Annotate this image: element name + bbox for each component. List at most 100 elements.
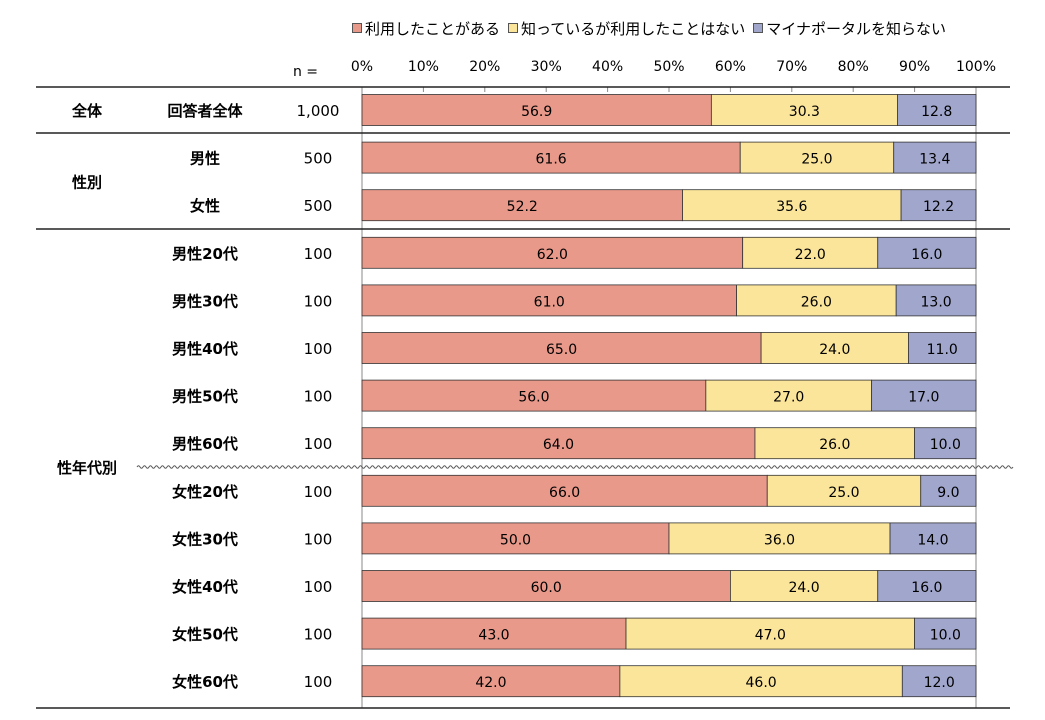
wavy-separator	[136, 465, 1014, 469]
bar-segment	[908, 332, 977, 364]
legend-label-known-not-used: 知っているが利用したことはない	[521, 19, 746, 38]
x-tick-label: 100%	[956, 59, 996, 75]
x-tick-label: 0%	[351, 59, 373, 75]
row-n-value: 100	[304, 340, 333, 358]
bar-segment	[361, 141, 741, 174]
bar-segment	[920, 474, 977, 507]
data-label: 12.2	[923, 199, 954, 215]
bar-segment	[893, 141, 977, 174]
row-n-value: 100	[304, 483, 333, 501]
row-label: 女性20代	[172, 483, 238, 501]
bar-segment	[766, 474, 922, 507]
data-label: 16.0	[911, 580, 942, 596]
bar-segment	[914, 617, 977, 650]
row-n-value: 500	[304, 197, 333, 215]
data-label: 26.0	[819, 437, 850, 453]
data-label: 14.0	[917, 532, 948, 548]
x-tick-label: 10%	[408, 59, 439, 75]
bar-segment	[705, 379, 873, 412]
chart-legend: 利用したことがある 知っているが利用したことはない マイナポータルを知らない	[352, 17, 954, 39]
x-tick-label: 60%	[715, 59, 746, 75]
row-label: 男性30代	[172, 292, 238, 310]
data-label: 46.0	[746, 675, 777, 691]
data-label: 16.0	[911, 247, 942, 263]
data-label: 65.0	[546, 342, 577, 358]
legend-item-used: 利用したことがある	[352, 18, 500, 39]
bar-segment	[361, 284, 737, 317]
data-label: 24.0	[819, 342, 850, 358]
data-label: 11.0	[927, 342, 958, 358]
bar-segment	[871, 379, 977, 412]
legend-swatch-used	[352, 23, 362, 33]
data-label: 52.2	[507, 199, 538, 215]
bar-segment	[742, 236, 879, 269]
row-n-value: 1,000	[297, 102, 340, 120]
x-tick-label: 40%	[592, 59, 623, 75]
data-label: 12.8	[921, 104, 952, 120]
bar-segment	[668, 522, 891, 555]
group-label: 性別	[72, 173, 102, 191]
row-label: 男性	[190, 150, 220, 168]
data-label: 12.0	[924, 675, 955, 691]
data-label: 25.0	[801, 152, 832, 168]
data-label: 26.0	[801, 294, 832, 310]
row-label: 女性	[190, 197, 220, 215]
x-tick-label: 80%	[838, 59, 869, 75]
bar-segment	[361, 570, 731, 602]
n-header: n =	[293, 64, 318, 80]
bar-segment	[914, 427, 977, 460]
data-label: 56.9	[521, 104, 552, 120]
data-label: 61.6	[536, 152, 567, 168]
data-label: 62.0	[537, 247, 568, 263]
bar-segment	[361, 427, 756, 460]
bar-segment	[901, 665, 977, 698]
legend-label-unknown: マイナポータルを知らない	[766, 19, 946, 38]
data-label: 10.0	[930, 437, 961, 453]
row-label: 女性50代	[172, 626, 238, 644]
legend-swatch-unknown	[753, 23, 764, 33]
data-label: 22.0	[795, 247, 826, 263]
bar-segment	[877, 570, 977, 602]
bar-segment	[739, 141, 895, 174]
bar-segment	[877, 236, 977, 269]
row-n-value: 100	[304, 435, 333, 453]
data-label: 13.0	[921, 294, 952, 310]
data-label: 47.0	[755, 628, 786, 644]
bar-segment	[730, 570, 879, 602]
data-label: 50.0	[500, 532, 531, 548]
row-label: 女性30代	[172, 530, 238, 548]
row-label: 女性60代	[172, 673, 238, 691]
row-label: 男性20代	[172, 245, 238, 263]
bar-segment	[361, 189, 683, 222]
data-label: 17.0	[908, 390, 939, 406]
data-label: 42.0	[475, 675, 506, 691]
bar-segment	[361, 617, 627, 650]
x-tick-label: 90%	[899, 59, 930, 75]
data-label: 10.0	[930, 628, 961, 644]
x-tick-label: 30%	[531, 59, 562, 75]
data-label: 24.0	[788, 580, 819, 596]
bar-segment	[900, 189, 977, 222]
bar-segment	[361, 522, 670, 555]
legend-label-used: 利用したことがある	[365, 19, 501, 38]
legend-item-known-not-used: 知っているが利用したことはない	[508, 18, 745, 39]
row-n-value: 500	[304, 150, 333, 168]
group-label: 全体	[71, 102, 103, 120]
x-tick-label: 20%	[469, 59, 500, 75]
row-label: 女性40代	[172, 578, 238, 596]
bar-segment	[736, 284, 897, 317]
row-n-value: 100	[304, 530, 333, 548]
row-label: 男性50代	[172, 388, 238, 406]
row-n-value: 100	[304, 245, 333, 263]
data-label: 64.0	[543, 437, 574, 453]
row-n-value: 100	[304, 578, 333, 596]
bar-segment	[361, 236, 744, 269]
x-tick-label: 70%	[776, 59, 807, 75]
legend-item-unknown: マイナポータルを知らない	[753, 18, 946, 39]
bar-segment	[754, 427, 916, 460]
row-label: 回答者全体	[167, 102, 243, 120]
data-label: 61.0	[534, 294, 565, 310]
data-label: 56.0	[518, 390, 549, 406]
data-label: 30.3	[789, 104, 820, 120]
